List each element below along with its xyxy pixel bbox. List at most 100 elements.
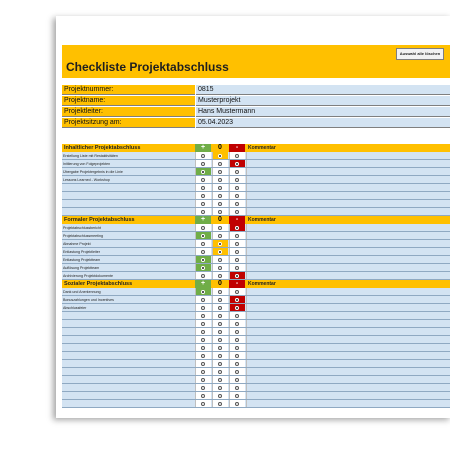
radio-option-icon[interactable] (235, 257, 239, 262)
rating-positive-cell[interactable] (195, 232, 211, 239)
radio-option-icon[interactable] (235, 337, 239, 342)
rating-neutral-cell[interactable] (212, 208, 228, 215)
radio-option-icon[interactable] (201, 265, 205, 270)
rating-negative-cell[interactable] (229, 352, 245, 359)
rating-negative-cell[interactable] (229, 336, 245, 343)
comment-cell[interactable] (246, 288, 450, 295)
radio-option-icon[interactable] (201, 193, 205, 198)
rating-negative-cell[interactable] (229, 256, 245, 263)
rating-negative-cell[interactable] (229, 200, 245, 207)
rating-neutral-cell[interactable] (212, 240, 228, 247)
rating-neutral-cell[interactable] (212, 272, 228, 279)
radio-option-icon[interactable] (201, 153, 205, 158)
comment-cell[interactable] (246, 208, 450, 215)
rating-positive-cell[interactable] (195, 168, 211, 175)
rating-neutral-cell[interactable] (212, 160, 228, 167)
comment-cell[interactable] (246, 192, 450, 199)
rating-negative-cell[interactable] (229, 368, 245, 375)
radio-option-icon[interactable] (235, 297, 239, 302)
comment-cell[interactable] (246, 272, 450, 279)
comment-cell[interactable] (246, 328, 450, 335)
radio-option-icon[interactable] (201, 345, 205, 350)
rating-negative-cell[interactable] (229, 240, 245, 247)
rating-positive-cell[interactable] (195, 192, 211, 199)
rating-positive-cell[interactable] (195, 328, 211, 335)
rating-positive-cell[interactable] (195, 376, 211, 383)
radio-option-icon[interactable] (235, 249, 239, 254)
comment-cell[interactable] (246, 376, 450, 383)
comment-cell[interactable] (246, 168, 450, 175)
radio-option-icon[interactable] (201, 289, 205, 294)
rating-neutral-cell[interactable] (212, 200, 228, 207)
rating-neutral-cell[interactable] (212, 328, 228, 335)
radio-option-icon[interactable] (201, 305, 205, 310)
radio-option-icon[interactable] (235, 289, 239, 294)
radio-option-icon[interactable] (201, 225, 205, 230)
comment-cell[interactable] (246, 232, 450, 239)
radio-option-icon[interactable] (235, 385, 239, 390)
radio-option-icon[interactable] (235, 265, 239, 270)
rating-negative-cell[interactable] (229, 384, 245, 391)
radio-option-icon[interactable] (218, 345, 222, 350)
radio-option-icon[interactable] (235, 169, 239, 174)
radio-option-icon[interactable] (218, 393, 222, 398)
rating-neutral-cell[interactable] (212, 304, 228, 311)
rating-negative-cell[interactable] (229, 168, 245, 175)
comment-cell[interactable] (246, 320, 450, 327)
rating-positive-cell[interactable] (195, 248, 211, 255)
comment-cell[interactable] (246, 352, 450, 359)
info-value-field[interactable]: Musterprojekt (196, 96, 450, 106)
radio-option-icon[interactable] (218, 313, 222, 318)
radio-option-icon[interactable] (218, 401, 222, 406)
rating-positive-cell[interactable] (195, 304, 211, 311)
rating-neutral-cell[interactable] (212, 184, 228, 191)
rating-negative-cell[interactable] (229, 288, 245, 295)
rating-neutral-cell[interactable] (212, 256, 228, 263)
radio-option-icon[interactable] (235, 345, 239, 350)
rating-positive-cell[interactable] (195, 200, 211, 207)
radio-option-icon[interactable] (218, 305, 222, 310)
comment-cell[interactable] (246, 336, 450, 343)
rating-negative-cell[interactable] (229, 328, 245, 335)
radio-option-icon[interactable] (218, 369, 222, 374)
radio-option-icon[interactable] (201, 209, 205, 214)
radio-option-icon[interactable] (201, 353, 205, 358)
rating-positive-cell[interactable] (195, 352, 211, 359)
radio-option-icon[interactable] (218, 209, 222, 214)
rating-positive-cell[interactable] (195, 272, 211, 279)
radio-option-icon[interactable] (201, 337, 205, 342)
radio-option-icon[interactable] (218, 177, 222, 182)
rating-negative-cell[interactable] (229, 152, 245, 159)
rating-positive-cell[interactable] (195, 256, 211, 263)
radio-option-icon[interactable] (218, 329, 222, 334)
comment-cell[interactable] (246, 368, 450, 375)
rating-negative-cell[interactable] (229, 392, 245, 399)
radio-option-icon[interactable] (201, 321, 205, 326)
rating-positive-cell[interactable] (195, 320, 211, 327)
radio-option-icon[interactable] (201, 313, 205, 318)
rating-negative-cell[interactable] (229, 232, 245, 239)
comment-cell[interactable] (246, 160, 450, 167)
comment-cell[interactable] (246, 256, 450, 263)
radio-option-icon[interactable] (235, 401, 239, 406)
radio-option-icon[interactable] (235, 393, 239, 398)
rating-negative-cell[interactable] (229, 312, 245, 319)
rating-positive-cell[interactable] (195, 264, 211, 271)
radio-option-icon[interactable] (201, 169, 205, 174)
radio-option-icon[interactable] (218, 289, 222, 294)
radio-option-icon[interactable] (218, 233, 222, 238)
rating-negative-cell[interactable] (229, 176, 245, 183)
rating-negative-cell[interactable] (229, 160, 245, 167)
rating-positive-cell[interactable] (195, 288, 211, 295)
radio-option-icon[interactable] (235, 185, 239, 190)
rating-negative-cell[interactable] (229, 376, 245, 383)
radio-option-icon[interactable] (201, 369, 205, 374)
radio-option-icon[interactable] (201, 233, 205, 238)
radio-option-icon[interactable] (218, 257, 222, 262)
rating-negative-cell[interactable] (229, 320, 245, 327)
rating-negative-cell[interactable] (229, 344, 245, 351)
radio-option-icon[interactable] (218, 185, 222, 190)
comment-cell[interactable] (246, 304, 450, 311)
rating-neutral-cell[interactable] (212, 368, 228, 375)
rating-positive-cell[interactable] (195, 368, 211, 375)
